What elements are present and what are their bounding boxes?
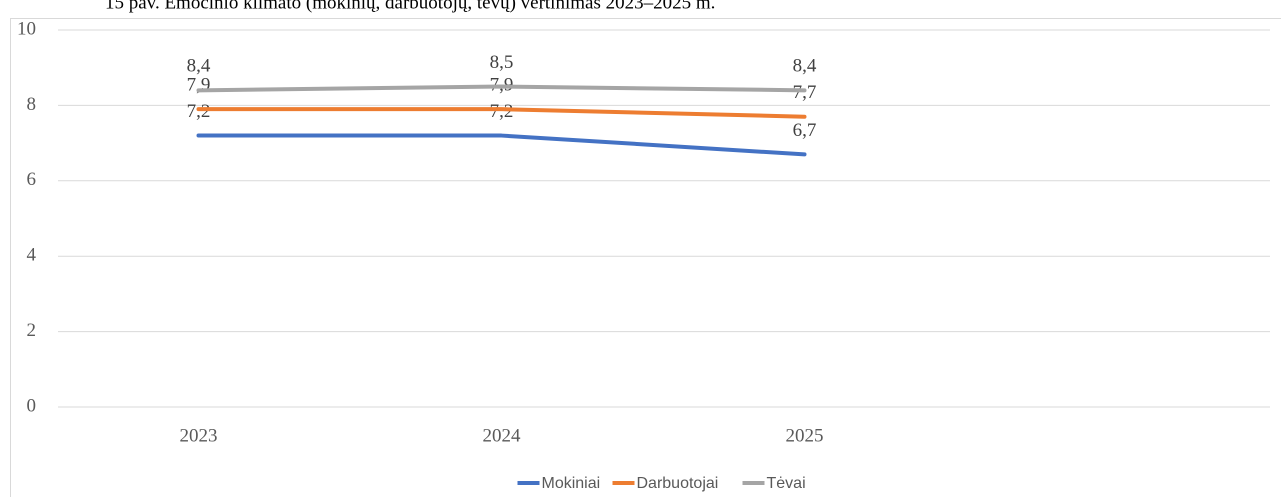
data-label: 8,4 [793,56,817,77]
data-label: 7,2 [187,101,211,122]
legend-label: Darbuotojai [637,475,719,492]
x-tick-label: 2023 [180,425,218,446]
legend-label: Tėvai [767,475,806,492]
y-tick-label: 2 [27,320,37,341]
x-tick-label: 2025 [786,425,824,446]
legend-label: Mokiniai [542,475,601,492]
data-label: 8,5 [490,52,514,73]
data-label: 8,4 [187,56,211,77]
x-tick-label: 2024 [483,425,522,446]
data-label: 6,7 [793,120,817,141]
y-tick-label: 6 [27,169,37,190]
data-label: 7,7 [793,82,817,103]
series-line [196,107,807,119]
chart-title: 15 pav. Emocinio klimato (mokinių, darbu… [105,0,715,13]
chart-border [10,18,1281,497]
y-tick-label: 0 [27,395,37,416]
y-tick-label: 4 [27,245,37,266]
series-line [196,133,807,157]
data-label: 7,9 [187,75,211,96]
y-tick-label: 8 [27,94,37,115]
y-tick-label: 10 [17,18,36,39]
data-label: 7,2 [490,101,514,122]
series-line [196,84,807,93]
